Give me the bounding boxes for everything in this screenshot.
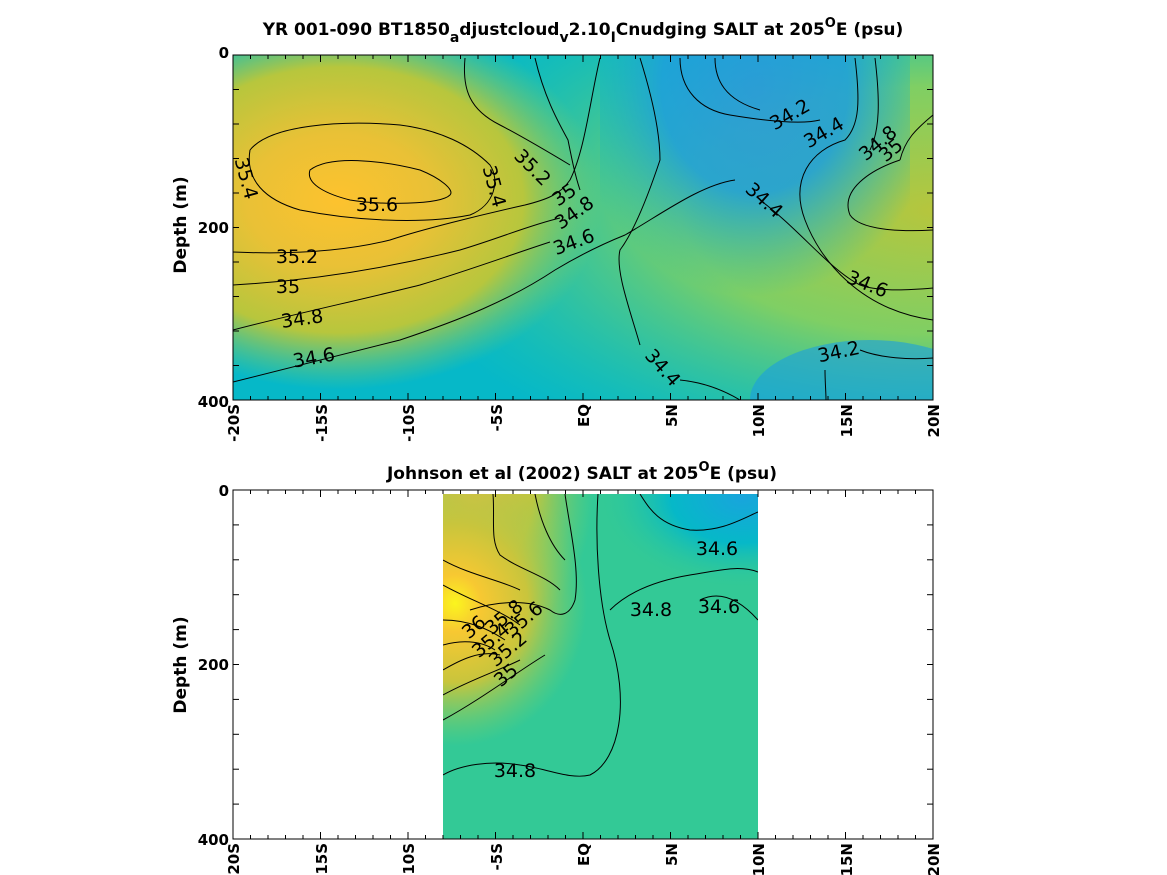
- contour-line: [443, 659, 521, 696]
- contour-label: 35.2: [276, 246, 318, 268]
- chart-bottom-title: Johnson et al (2002) SALT at 205OE (psu): [386, 460, 777, 484]
- chart-bottom-xtick: 15N: [838, 843, 856, 875]
- chart-bottom-ylabel: Depth (m): [171, 616, 191, 713]
- contour-line: [443, 494, 621, 777]
- chart-top-ticks: [232, 54, 934, 401]
- contour-line: [233, 57, 601, 254]
- chart-top: YR 001-090 BT1850adjustcloudv2.10ICnudgi…: [171, 16, 943, 442]
- contour-label: 34.6: [698, 596, 740, 618]
- contour-line: [443, 641, 496, 651]
- contour-line: [714, 57, 761, 111]
- chart-bottom-xtick: -20S: [225, 843, 243, 875]
- chart-bottom-ytick-400: 400: [198, 831, 229, 849]
- contour-label: 35: [276, 276, 300, 298]
- chart-top-ytick-400: 400: [198, 393, 229, 411]
- chart-top-xtick: 5N: [663, 404, 681, 427]
- chart-top-xtick: 15N: [838, 404, 856, 437]
- chart-top-xtick: -5S: [488, 404, 506, 431]
- chart-bottom-xtick: 5N: [663, 843, 681, 866]
- chart-top-xtick: 20N: [925, 404, 943, 437]
- contour-line: [233, 179, 736, 383]
- chart-top-xtick: EQ: [575, 404, 593, 427]
- contour-line: [443, 653, 501, 671]
- chart-top-title: YR 001-090 BT1850adjustcloudv2.10ICnudgi…: [262, 16, 904, 46]
- contour-line: [534, 57, 581, 191]
- contour-line: [233, 241, 551, 331]
- chart-bottom: Johnson et al (2002) SALT at 205OE (psu): [171, 460, 943, 875]
- chart-bottom-ytick-200: 200: [198, 656, 229, 674]
- chart-bottom-xtick: 10N: [750, 843, 768, 875]
- contour-line: [759, 199, 933, 291]
- contour-line: [534, 494, 566, 561]
- contour-line: [443, 654, 546, 721]
- chart-top-ytick-200: 200: [198, 219, 229, 237]
- contour-line: [679, 57, 821, 123]
- contour-label: 35.6: [356, 194, 398, 216]
- chart-bottom-field: [443, 494, 758, 839]
- contour-label: 34.8: [630, 599, 672, 621]
- contour-line: [824, 369, 827, 400]
- contour-line: [443, 619, 506, 641]
- contour-line: [233, 217, 561, 286]
- chart-bottom-ytick-0: 0: [219, 482, 229, 500]
- chart-bottom-xtick: 20N: [925, 843, 943, 875]
- contour-line: [463, 57, 571, 166]
- chart-top-xtick: 10N: [750, 404, 768, 437]
- contour-line: [609, 568, 758, 611]
- chart-top-xticks: -20S -15S -10S -5S EQ 5N 10N 15N 20N: [225, 404, 943, 442]
- chart-bottom-xticks: -20S -15S -10S -5S EQ 5N 10N 15N 20N: [225, 843, 943, 875]
- contour-line: [443, 584, 521, 626]
- chart-bottom-xtick: -10S: [400, 843, 418, 875]
- chart-bottom-xtick: -5S: [488, 843, 506, 870]
- contour-line: [492, 494, 561, 591]
- contour-line: [899, 114, 933, 161]
- chart-bottom-ticks: [232, 489, 934, 840]
- chart-top-ytick-0: 0: [219, 44, 229, 62]
- contour-line: [869, 57, 879, 151]
- contour-line: [847, 159, 933, 232]
- contour-line: [699, 595, 758, 621]
- contour-line: [308, 160, 452, 204]
- contour-label: 34.8: [494, 760, 536, 782]
- contour-line: [799, 57, 933, 321]
- contour-line: [859, 349, 933, 360]
- chart-top-xtick: -10S: [400, 404, 418, 442]
- chart-top-field: 35.4 35.6 35.4 35.2 35 34.8 34.6 35.2 35…: [233, 55, 933, 400]
- chart-top-xtick: -15S: [313, 404, 331, 442]
- contour-line: [443, 559, 521, 591]
- chart-top-xtick: -20S: [225, 404, 243, 442]
- chart-bottom-xtick: -15S: [313, 843, 331, 875]
- contour-line: [639, 494, 758, 531]
- chart-bottom-xtick: EQ: [575, 843, 593, 866]
- contour-line: [679, 379, 741, 400]
- chart-top-ylabel: Depth (m): [171, 176, 191, 273]
- contour-line: [248, 122, 496, 221]
- contour-line: [618, 57, 661, 346]
- contour-label: 34.6: [696, 538, 738, 560]
- contour-line: [469, 494, 577, 615]
